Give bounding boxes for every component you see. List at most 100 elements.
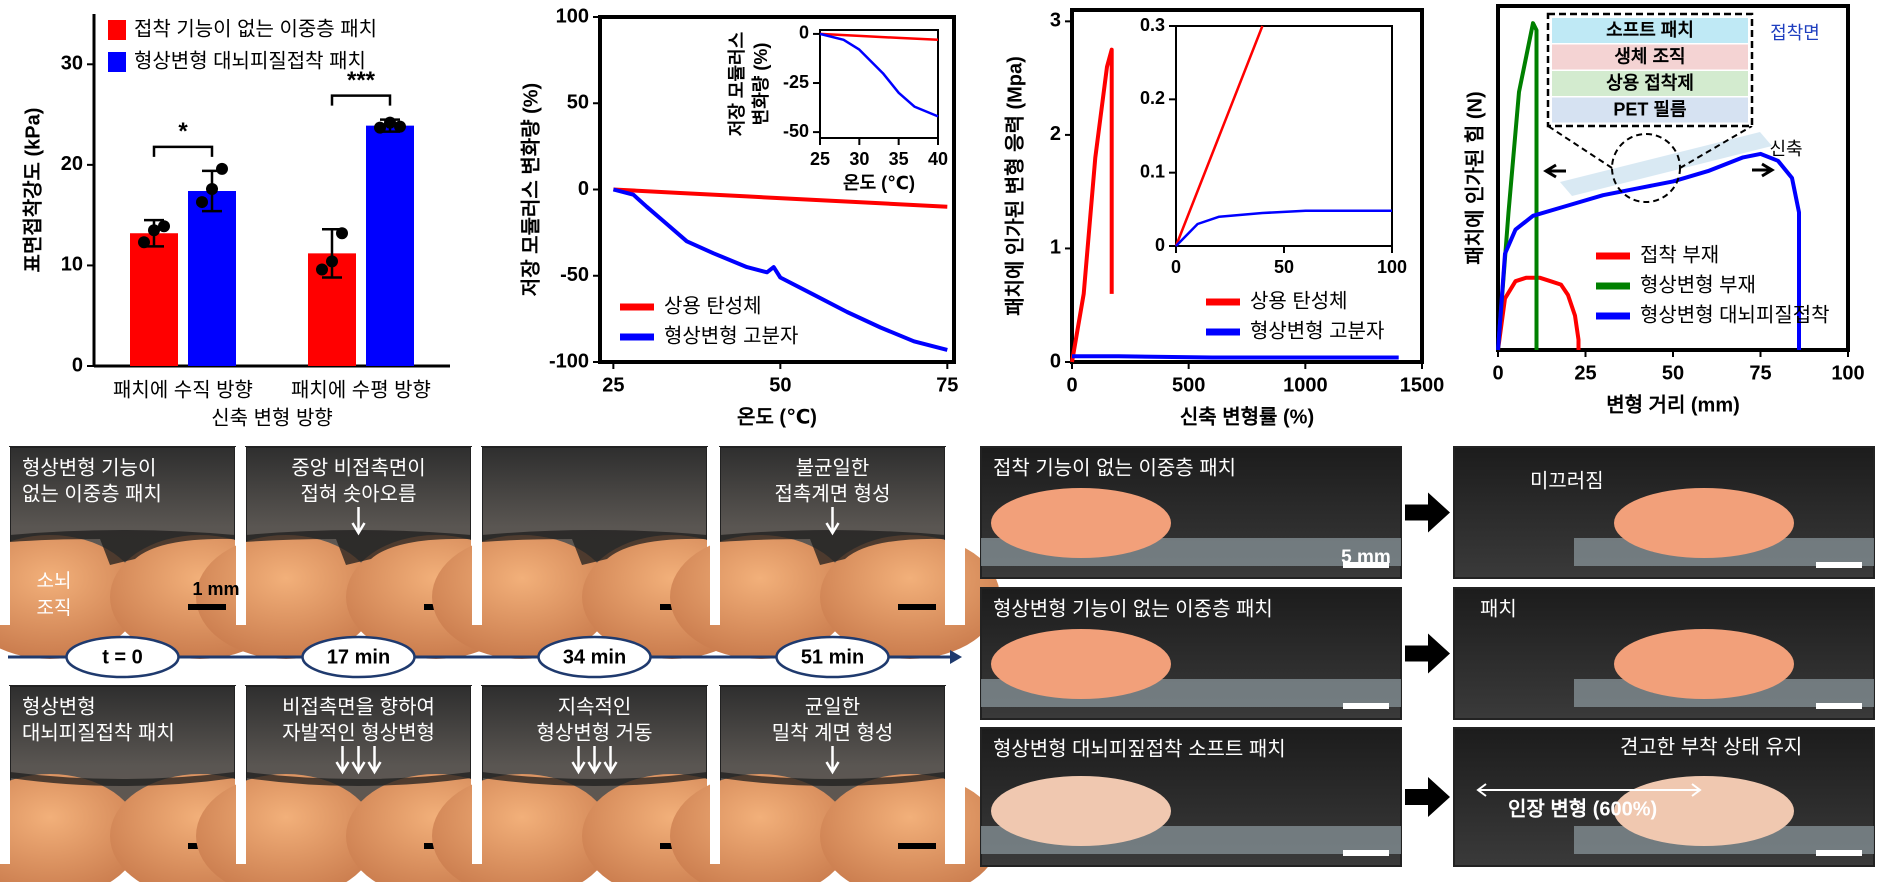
stretch-label: 신축 bbox=[1769, 139, 1802, 159]
y-tick-label: -25 bbox=[783, 72, 809, 92]
y-axis-label: 패치에 인가된 변형 응력 (Mpa) bbox=[1003, 56, 1026, 316]
clip bbox=[0, 686, 10, 864]
y-tick-label: 0.1 bbox=[1140, 161, 1165, 181]
arrow bbox=[1543, 162, 1775, 179]
y-tick-label: 0.3 bbox=[1140, 15, 1165, 35]
line-series bbox=[819, 32, 939, 118]
y-tick-label: 1 bbox=[1050, 237, 1061, 259]
photo-caption: 균일한 bbox=[805, 695, 860, 718]
row-caption: 형상변형 대뇌피짚접착 소프트 패치 bbox=[993, 737, 1286, 760]
data-point bbox=[206, 182, 218, 195]
x-axis-label: 신축 변형률 (%) bbox=[1180, 405, 1314, 428]
scale-bar bbox=[1343, 703, 1389, 709]
data-point bbox=[394, 120, 406, 133]
legend-label: 접착 기능이 없는 이중층 패치 bbox=[134, 17, 377, 40]
tissue-lobe bbox=[0, 535, 140, 659]
y-tick-label: 10 bbox=[61, 254, 83, 276]
tissue bbox=[1614, 776, 1794, 846]
y-axis-label: 저장 모듈러스 변화량 (%) bbox=[519, 83, 542, 296]
data-point bbox=[148, 224, 160, 237]
y-tick-label: 0 bbox=[578, 178, 589, 200]
tissue bbox=[991, 488, 1171, 558]
legend-label: 상용 탄성체 bbox=[1250, 289, 1348, 312]
y-tick-label: 20 bbox=[61, 153, 83, 175]
tissue bbox=[1614, 488, 1794, 558]
y-axis-label: 패치에 인가된 힘 (N) bbox=[1463, 91, 1486, 264]
line-series bbox=[1496, 151, 1801, 351]
pointer-arrow bbox=[825, 746, 840, 775]
x-axis-label: 온도 (℃) bbox=[737, 405, 817, 428]
patch bbox=[720, 772, 945, 786]
layer-label: 상용 접착제 bbox=[1606, 73, 1694, 93]
x-tick-label: 500 bbox=[1172, 374, 1205, 396]
layer-label: 생체 조직 bbox=[1614, 46, 1685, 66]
legend-label: 형상변형 고분자 bbox=[1250, 319, 1384, 342]
y-tick-label: -50 bbox=[783, 121, 809, 141]
y-tick-label: 50 bbox=[567, 92, 589, 114]
legend-label: 상용 탄성체 bbox=[664, 294, 762, 317]
photo-panel bbox=[980, 727, 1402, 867]
clip bbox=[472, 447, 482, 625]
x-tick-label: 50 bbox=[769, 374, 791, 396]
inset-y-label: 변화량 (%) bbox=[751, 43, 771, 126]
patch bbox=[720, 530, 945, 565]
inset-frame bbox=[1175, 25, 1393, 247]
data-point bbox=[326, 255, 338, 268]
photo-panel bbox=[980, 587, 1402, 720]
clip bbox=[945, 686, 965, 864]
pointer-arrow bbox=[335, 746, 350, 775]
legend-label: 형상변형 부재 bbox=[1640, 273, 1756, 296]
legend-label: 접착 부재 bbox=[1640, 243, 1719, 266]
transition-arrow bbox=[1405, 777, 1450, 817]
data-point bbox=[384, 116, 396, 129]
scale-bar bbox=[188, 604, 226, 610]
x-tick-label: 100 bbox=[1831, 362, 1864, 384]
x-tick-label: 0 bbox=[1066, 374, 1077, 396]
y-tick-label: -100 bbox=[549, 350, 589, 372]
plot-frame bbox=[1070, 8, 1424, 364]
x-axis-label: 신축 변형 방향 bbox=[211, 406, 333, 429]
layer bbox=[1552, 71, 1748, 96]
x-tick-label: 25 bbox=[1574, 362, 1596, 384]
tissue bbox=[1614, 629, 1794, 699]
y-tick-label: 2 bbox=[1050, 123, 1061, 145]
inset-x-label: 온도 (℃) bbox=[843, 173, 915, 193]
x-tick-label: 30 bbox=[849, 149, 869, 169]
scale-label: 5 mm bbox=[1341, 547, 1391, 568]
pointer-arrow bbox=[351, 507, 366, 536]
x-tick-label: 1500 bbox=[1400, 374, 1445, 396]
photo-panel bbox=[1453, 587, 1875, 720]
y-tick-label: 3 bbox=[1050, 10, 1061, 32]
data-point bbox=[196, 196, 208, 209]
patch bbox=[10, 530, 235, 565]
x-tick-label: 75 bbox=[936, 374, 958, 396]
patch-strip bbox=[1560, 132, 1772, 196]
zoom-lines bbox=[1547, 125, 1753, 169]
patch bbox=[246, 772, 471, 786]
data-point bbox=[158, 220, 170, 233]
scale-label: 1 mm bbox=[192, 579, 239, 599]
x-tick-label: 100 bbox=[1377, 257, 1407, 277]
scale-bar bbox=[1343, 562, 1389, 568]
line-series bbox=[1175, 209, 1392, 247]
photo-caption: 불균일한 bbox=[796, 456, 870, 479]
photo-panel bbox=[1453, 446, 1875, 579]
time-badge bbox=[301, 635, 416, 679]
row-caption: 형상변형 기능이 없는 이중층 패치 bbox=[993, 597, 1273, 620]
significance-bracket bbox=[152, 145, 214, 157]
significance-label: *** bbox=[347, 67, 376, 94]
data-point bbox=[374, 121, 386, 134]
y-tick-label: -50 bbox=[560, 264, 589, 286]
photo-caption: 형상변형 거동 bbox=[537, 721, 653, 744]
tissue bbox=[991, 629, 1171, 699]
photo-caption: 비접촉면을 향하여 bbox=[282, 695, 435, 718]
pointer-arrow bbox=[587, 746, 602, 775]
patch bbox=[10, 772, 235, 786]
scale-bar bbox=[898, 604, 936, 610]
strain-caption: 인장 변형 (600%) bbox=[1508, 797, 1657, 820]
bar bbox=[188, 191, 236, 366]
tissue-label: 소뇌 bbox=[37, 570, 72, 592]
bar bbox=[130, 233, 178, 366]
clip bbox=[945, 447, 965, 625]
x-tick-label: 25 bbox=[602, 374, 624, 396]
